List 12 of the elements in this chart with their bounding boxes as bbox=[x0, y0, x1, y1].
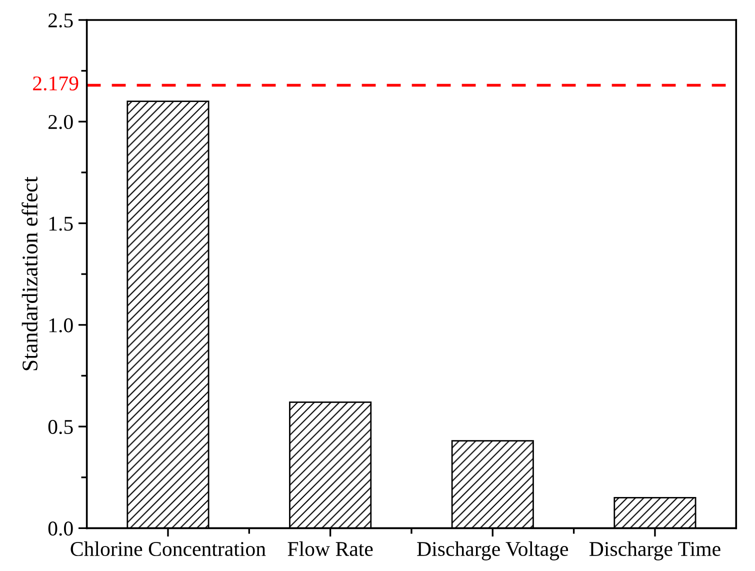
x-tick-label: Flow Rate bbox=[288, 541, 373, 556]
ref-line-label: 2.179 bbox=[33, 76, 78, 91]
y-axis-title: Standardization effect bbox=[22, 176, 38, 370]
y-tick-label: 1.5 bbox=[49, 216, 73, 231]
x-tick-label: Chlorine Concentration bbox=[70, 541, 266, 556]
y-tick-label: 1.0 bbox=[49, 318, 73, 332]
y-tick-label: 0.5 bbox=[48, 420, 73, 434]
y-tick-label: 2.0 bbox=[48, 114, 73, 130]
x-tick-label: Discharge Voltage bbox=[417, 541, 568, 560]
x-tick-label: Discharge Time bbox=[589, 541, 720, 560]
y-tick-label: 2.5 bbox=[48, 13, 73, 28]
y-tick-label: 0.0 bbox=[48, 522, 73, 536]
